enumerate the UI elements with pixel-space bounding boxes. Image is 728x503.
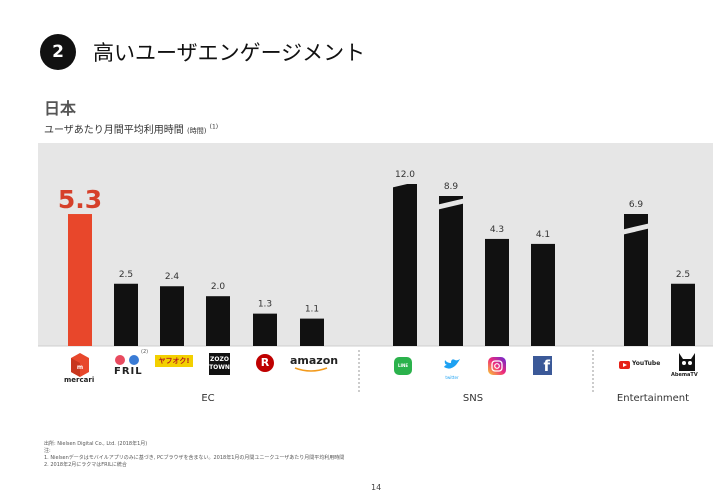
fril-logo: FRIL (2) <box>113 349 153 382</box>
bar-11 <box>671 283 695 346</box>
axis-break-mark-7 <box>433 197 469 211</box>
value-label-8: 4.3 <box>490 225 504 235</box>
fril-glasses-icon <box>115 355 139 365</box>
youtube-play-icon <box>619 361 630 369</box>
chart-subtitle: ユーザあたり月間平均利用時間 (時間) (1) <box>44 121 218 136</box>
plot-background <box>38 143 713 346</box>
value-label-5: 1.1 <box>305 305 319 315</box>
rakuten-r-icon: R <box>260 356 270 369</box>
fril-footnote-ref: (2) <box>141 349 149 355</box>
abema-owl-icon <box>679 353 695 371</box>
mercari-wordmark: mercari <box>64 376 95 384</box>
twitter-wordmark: twitter <box>445 375 459 380</box>
fril-wordmark: FRIL <box>114 366 143 377</box>
yahoo-auction-logo: ヤフオク! <box>155 355 193 367</box>
axis-break-mark-10 <box>618 222 654 236</box>
facebook-logo: f <box>533 356 552 375</box>
axis-break-mark-6 <box>387 175 423 189</box>
footnote-heading: 注: <box>44 448 51 454</box>
line-icon: LINE <box>397 363 409 368</box>
value-label-10: 6.9 <box>629 200 644 210</box>
rakuten-logo: R <box>256 354 274 372</box>
yahoo-auction-wordmark: ヤフオク! <box>158 357 190 365</box>
badge-number: 2 <box>52 42 64 62</box>
value-label-0: 5.3 <box>58 185 102 214</box>
amazon-smile-icon <box>294 367 328 372</box>
group-label-0: EC <box>201 393 214 404</box>
subtitle-unit: (時間) <box>186 127 207 135</box>
bar-5 <box>300 318 324 346</box>
abematv-logo: AbemaTV <box>671 351 703 383</box>
footnote-1: 1. Nielsenデータはモバイルアプリのみに基づき, PCブラウザを含まない… <box>44 455 345 461</box>
subtitle-text: ユーザあたり月間平均利用時間 <box>44 125 187 136</box>
facebook-f-icon: f <box>543 357 550 375</box>
bar-4 <box>253 313 277 346</box>
zozotown-wordmark-bottom: TOWN <box>209 364 230 371</box>
line-logo: LINE <box>394 357 412 375</box>
value-label-6: 12.0 <box>395 170 415 180</box>
value-label-4: 1.3 <box>258 300 272 310</box>
region-label: 日本 <box>44 99 77 118</box>
bar-7 <box>439 196 463 346</box>
bar-2 <box>160 286 184 346</box>
subtitle-footnote-ref: (1) <box>209 123 219 131</box>
youtube-wordmark: YouTube <box>632 360 661 367</box>
group-label-2: Entertainment <box>617 393 689 404</box>
mercari-box-icon: m <box>71 353 89 377</box>
value-label-11: 2.5 <box>676 270 690 280</box>
page-number: 14 <box>371 483 382 492</box>
bar-1 <box>114 283 138 346</box>
youtube-logo: YouTube <box>619 360 661 370</box>
footnote-source: 出所: Nielsen Digital Co., Ltd. (2018年1月) <box>44 441 148 447</box>
twitter-bird-icon <box>444 359 460 369</box>
page-title: 高いユーザエンゲージメント <box>93 41 366 65</box>
amazon-wordmark: amazon <box>290 354 339 367</box>
instagram-camera-icon <box>491 360 503 372</box>
value-label-3: 2.0 <box>211 282 226 292</box>
value-label-1: 2.5 <box>119 270 133 280</box>
value-label-2: 2.4 <box>165 272 180 282</box>
section-number-badge: 2 <box>40 34 76 70</box>
amazon-logo: amazon <box>290 354 340 374</box>
bar-6 <box>393 184 417 346</box>
mercari-logo: m mercari <box>62 350 98 386</box>
value-label-7: 8.9 <box>444 182 459 192</box>
group-label-1: SNS <box>463 393 483 404</box>
bar-8 <box>485 238 509 346</box>
value-label-9: 4.1 <box>536 230 550 240</box>
twitter-logo: twitter <box>440 356 464 380</box>
footnotes: 出所: Nielsen Digital Co., Ltd. (2018年1月) … <box>44 441 344 469</box>
zozotown-wordmark-top: ZOZO <box>210 356 229 363</box>
footnote-2: 2. 2018年2月にラクマはFRILに統合 <box>44 462 127 468</box>
zozotown-logo: ZOZO TOWN <box>209 353 230 375</box>
bar-0 <box>68 214 92 346</box>
bar-9 <box>531 243 555 346</box>
instagram-logo <box>488 357 506 375</box>
bar-10 <box>624 214 648 346</box>
abematv-wordmark: AbemaTV <box>671 372 698 378</box>
bar-3 <box>206 296 230 346</box>
svg-text:m: m <box>77 364 83 371</box>
